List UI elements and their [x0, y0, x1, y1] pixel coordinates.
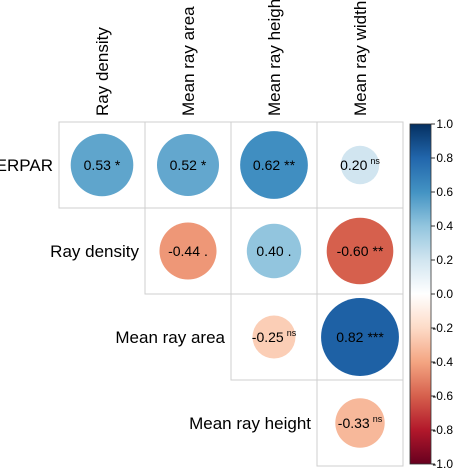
circle-layer	[70, 131, 399, 448]
colorbar-tick-label: -0.2	[432, 321, 453, 335]
grid-layer	[58, 121, 404, 467]
cell-value-label: -0.60 **	[337, 243, 384, 259]
correlation-circle	[321, 298, 399, 376]
cell-value-label: 0.53 *	[84, 157, 121, 173]
cell-value-label: -0.33 ns	[338, 414, 383, 431]
axis-layer: PERPAR Ray density Mean ray area Mean ray h…	[0, 0, 370, 433]
correlation-circle	[246, 223, 302, 279]
correlation-value: -0.60	[337, 243, 369, 259]
cell-value-label: 0.52 *	[170, 157, 207, 173]
correlation-value: -0.33	[338, 415, 370, 431]
column-label-mean-ray-width: Mean ray width	[351, 1, 370, 116]
significance-mark: ***	[367, 329, 384, 345]
colorbar-gradient	[409, 123, 432, 465]
correlation-circle	[252, 315, 296, 359]
cell-value-label: 0.82 ***	[336, 329, 384, 345]
colorbar-tick-label: 0.6	[436, 185, 453, 199]
significance-mark: ns	[287, 328, 297, 338]
colorbar-tick-label: 0.4	[436, 219, 453, 233]
significance-mark: **	[373, 243, 384, 259]
correlation-circle	[240, 131, 308, 199]
correlation-value: 0.53	[84, 157, 111, 173]
cell-value-label: 0.40.	[256, 243, 291, 259]
row-label-perpar: PERPAR	[0, 156, 53, 175]
correlation-circle	[326, 217, 394, 285]
correlation-circle	[340, 145, 380, 185]
colorbar-tick-label: -0.8	[432, 423, 453, 437]
colorbar-tick-label: 0.0	[436, 287, 453, 301]
row-label-mean-ray-height: Mean ray height	[189, 414, 311, 433]
correlation-value: -0.25	[252, 329, 284, 345]
correlation-value: 0.40	[256, 243, 283, 259]
colorbar-tick-label: 0.8	[436, 151, 453, 165]
cell-value-label: -0.25 ns	[252, 328, 297, 345]
colorbar-tick-label: -0.6	[432, 389, 453, 403]
colorbar-tick-label: 1.0	[436, 117, 453, 131]
colorbar-tick-label: -0.4	[432, 355, 453, 369]
row-label-mean-ray-area: Mean ray area	[115, 328, 225, 347]
significance-mark: ns	[373, 414, 383, 424]
correlation-circle	[156, 133, 220, 197]
significance-mark: *	[201, 157, 207, 173]
correlation-circle	[159, 222, 217, 280]
cell-value-label: 0.20 ns	[340, 156, 380, 173]
significance-mark: .	[288, 243, 292, 259]
significance-mark: .	[204, 243, 208, 259]
grid-cell	[316, 379, 404, 467]
cell-value-label: -0.44.	[168, 243, 208, 259]
column-label-ray-density: Ray density	[93, 27, 112, 116]
significance-mark: ns	[370, 156, 380, 166]
correlation-value: 0.52	[170, 157, 197, 173]
label-layer: 0.53 * 0.52 * 0.62 ** 0.20 ns-0.44. 0.40. -0.60 **…	[84, 156, 385, 431]
colorbar-tick-label: -1.0	[432, 457, 453, 469]
colorbar: 1.0 0.8 0.6 0.4 0.2 0.0 -0.2 -0.4 -0.6 -0.8 -1.0	[409, 117, 453, 469]
significance-mark: *	[115, 157, 121, 173]
row-label-ray-density: Ray density	[50, 242, 139, 261]
column-label-mean-ray-area: Mean ray area	[179, 6, 198, 116]
significance-mark: **	[284, 157, 295, 173]
column-label-mean-ray-height: Mean ray height	[265, 0, 284, 116]
colorbar-tick-label: 0.2	[436, 253, 453, 267]
correlation-value: -0.44	[168, 243, 200, 259]
correlation-value: 0.62	[253, 157, 280, 173]
cell-value-label: 0.62 **	[253, 157, 296, 173]
correlation-value: 0.20	[340, 157, 367, 173]
correlation-circle	[335, 398, 385, 448]
correlation-value: 0.82	[336, 329, 363, 345]
correlation-circle	[70, 133, 134, 197]
